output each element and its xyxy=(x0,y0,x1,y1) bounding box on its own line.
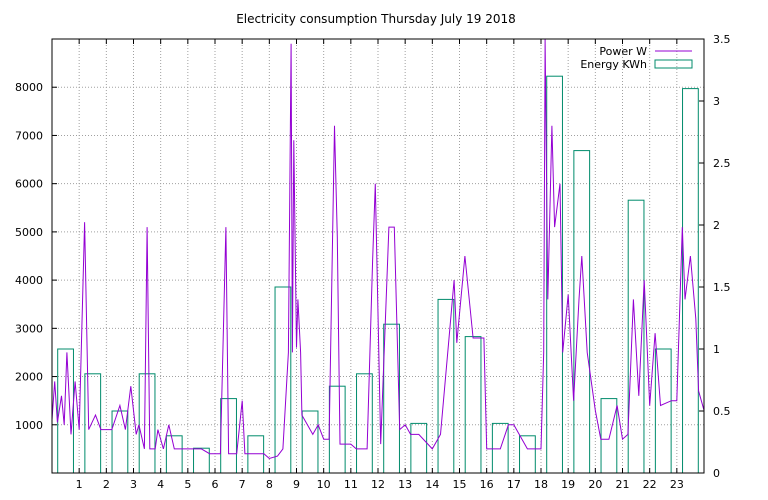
y2-tick-label: 2.5 xyxy=(713,157,731,170)
legend-label-power: Power W xyxy=(599,45,647,58)
x-tick-label: 9 xyxy=(293,478,300,491)
y-tick-label: 7000 xyxy=(15,129,43,142)
y2-tick-label: 1.5 xyxy=(713,281,731,294)
legend-label-energy: Energy KWh xyxy=(580,58,647,71)
energy-bar xyxy=(410,422,428,474)
y2-tick-label: 0.5 xyxy=(713,405,731,418)
ticks: 1 2 3 4 5 6 7 8 9 10 11 12 13 14 15 16 17 18 19 20 21 22 23100… xyxy=(15,33,731,491)
y2-tick-label: 0 xyxy=(713,467,720,480)
legend-swatch-energy xyxy=(654,59,693,69)
energy-bar xyxy=(600,398,618,474)
energy-bar xyxy=(437,298,455,474)
y-tick-label: 4000 xyxy=(15,274,43,287)
energy-bar xyxy=(519,435,536,474)
y-tick-label: 5000 xyxy=(15,226,43,239)
x-tick-label: 8 xyxy=(266,478,273,491)
x-tick-label: 7 xyxy=(239,478,246,491)
energy-bar xyxy=(57,348,74,474)
energy-bar xyxy=(546,75,563,474)
x-tick-label: 17 xyxy=(507,478,521,491)
x-tick-label: 20 xyxy=(588,478,602,491)
x-tick-label: 16 xyxy=(480,478,494,491)
x-tick-label: 11 xyxy=(344,478,358,491)
y-tick-label: 3000 xyxy=(15,322,43,335)
x-tick-label: 22 xyxy=(643,478,657,491)
y2-tick-label: 1 xyxy=(713,343,720,356)
x-tick-label: 10 xyxy=(317,478,331,491)
energy-bar xyxy=(573,150,591,474)
y2-tick-label: 3.5 xyxy=(713,33,731,46)
y-tick-label: 2000 xyxy=(15,371,43,384)
x-tick-label: 23 xyxy=(670,478,684,491)
x-tick-label: 6 xyxy=(212,478,219,491)
energy-bar xyxy=(682,88,699,474)
x-tick-label: 12 xyxy=(371,478,385,491)
legend: Power W Energy KWh xyxy=(580,45,693,71)
x-tick-label: 4 xyxy=(157,478,164,491)
x-tick-label: 2 xyxy=(103,478,110,491)
y2-tick-label: 3 xyxy=(713,95,720,108)
energy-bar xyxy=(165,435,183,474)
energy-bar xyxy=(138,373,156,474)
x-tick-label: 1 xyxy=(76,478,83,491)
energy-bar xyxy=(464,336,482,474)
y-tick-label: 8000 xyxy=(15,81,43,94)
power-line xyxy=(51,38,705,460)
grid xyxy=(52,39,704,473)
y2-tick-label: 2 xyxy=(713,219,720,232)
chart-title: Electricity consumption Thursday July 19… xyxy=(236,12,516,26)
power-trace xyxy=(51,38,705,460)
x-tick-label: 14 xyxy=(425,478,439,491)
x-tick-label: 13 xyxy=(398,478,412,491)
x-tick-label: 5 xyxy=(184,478,191,491)
energy-bar xyxy=(328,385,346,474)
x-tick-label: 19 xyxy=(561,478,575,491)
x-tick-label: 15 xyxy=(453,478,467,491)
y-tick-label: 6000 xyxy=(15,178,43,191)
energy-bar xyxy=(356,373,373,474)
x-tick-label: 3 xyxy=(130,478,137,491)
x-tick-label: 18 xyxy=(534,478,548,491)
energy-bar xyxy=(247,435,265,474)
y-tick-label: 1000 xyxy=(15,419,43,432)
x-tick-label: 21 xyxy=(616,478,630,491)
